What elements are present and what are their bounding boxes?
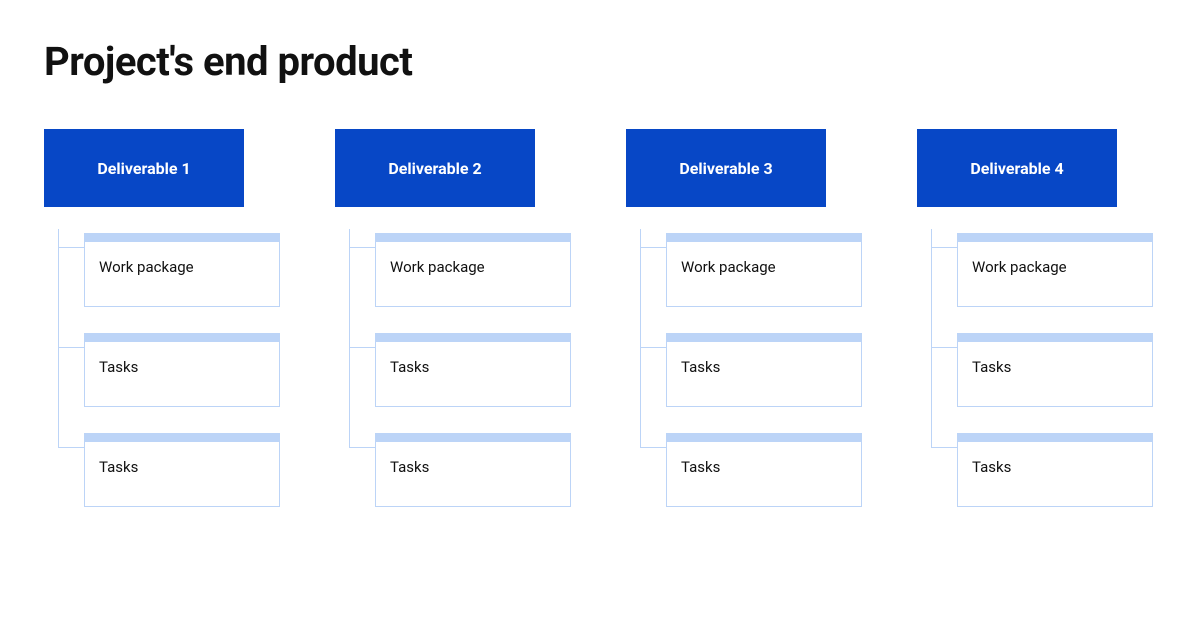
wbs-box-label: Tasks (85, 342, 279, 406)
deliverable-box: Deliverable 1 (44, 129, 244, 207)
wbs-box-bar (667, 234, 861, 242)
wbs-box-bar (376, 434, 570, 442)
wbs-box: Tasks (957, 333, 1153, 407)
tree-hconn (349, 447, 375, 448)
tree-hconn (349, 347, 375, 348)
deliverable-label: Deliverable 3 (679, 159, 772, 178)
wbs-box-bar (958, 234, 1152, 242)
deliverable-label: Deliverable 1 (97, 159, 190, 178)
wbs-node: Tasks (666, 333, 865, 407)
tree-hconn (58, 347, 84, 348)
wbs-columns: Deliverable 1 Work package Tasks (44, 129, 1156, 507)
wbs-tree: Work package Tasks Tasks (917, 233, 1156, 507)
page-title: Project's end product (44, 38, 1156, 85)
deliverable-label: Deliverable 4 (970, 159, 1063, 178)
wbs-node: Tasks (957, 333, 1156, 407)
deliverable-box: Deliverable 4 (917, 129, 1117, 207)
deliverable-box: Deliverable 3 (626, 129, 826, 207)
wbs-box: Work package (666, 233, 862, 307)
wbs-node: Tasks (84, 333, 283, 407)
wbs-column: Deliverable 4 Work package Tasks (917, 129, 1156, 507)
tree-hconn (640, 447, 666, 448)
wbs-node: Tasks (957, 433, 1156, 507)
wbs-node: Work package (666, 233, 865, 307)
wbs-box-bar (667, 334, 861, 342)
wbs-column: Deliverable 1 Work package Tasks (44, 129, 283, 507)
tree-vline (58, 229, 59, 447)
wbs-box: Work package (375, 233, 571, 307)
wbs-box-bar (958, 434, 1152, 442)
wbs-box-bar (958, 334, 1152, 342)
wbs-box: Tasks (84, 333, 280, 407)
wbs-box: Work package (84, 233, 280, 307)
wbs-box-label: Tasks (667, 342, 861, 406)
wbs-tree: Work package Tasks Tasks (335, 233, 574, 507)
wbs-box: Tasks (375, 333, 571, 407)
wbs-node: Tasks (375, 433, 574, 507)
tree-hconn (931, 347, 957, 348)
wbs-node: Work package (84, 233, 283, 307)
tree-hconn (640, 347, 666, 348)
wbs-box-bar (376, 334, 570, 342)
wbs-column: Deliverable 2 Work package Tasks (335, 129, 574, 507)
wbs-node: Tasks (84, 433, 283, 507)
deliverable-label: Deliverable 2 (388, 159, 481, 178)
wbs-column: Deliverable 3 Work package Tasks (626, 129, 865, 507)
wbs-box: Tasks (84, 433, 280, 507)
wbs-box-label: Tasks (958, 342, 1152, 406)
wbs-box: Work package (957, 233, 1153, 307)
wbs-tree: Work package Tasks Tasks (626, 233, 865, 507)
tree-vline (640, 229, 641, 447)
tree-hconn (349, 247, 375, 248)
wbs-box-label: Tasks (376, 442, 570, 506)
deliverable-box: Deliverable 2 (335, 129, 535, 207)
wbs-box-bar (85, 434, 279, 442)
wbs-box-bar (667, 434, 861, 442)
wbs-box-bar (376, 234, 570, 242)
wbs-box-label: Work package (85, 242, 279, 306)
wbs-node: Work package (957, 233, 1156, 307)
tree-hconn (58, 247, 84, 248)
wbs-box-bar (85, 234, 279, 242)
tree-vline (931, 229, 932, 447)
wbs-tree: Work package Tasks Tasks (44, 233, 283, 507)
tree-hconn (931, 247, 957, 248)
wbs-box-label: Tasks (376, 342, 570, 406)
wbs-box: Tasks (666, 433, 862, 507)
wbs-box-label: Tasks (958, 442, 1152, 506)
wbs-box: Tasks (375, 433, 571, 507)
wbs-box: Tasks (666, 333, 862, 407)
wbs-box-label: Work package (376, 242, 570, 306)
wbs-box: Tasks (957, 433, 1153, 507)
wbs-box-label: Work package (667, 242, 861, 306)
wbs-node: Work package (375, 233, 574, 307)
tree-vline (349, 229, 350, 447)
wbs-node: Tasks (375, 333, 574, 407)
wbs-box-label: Tasks (667, 442, 861, 506)
tree-hconn (58, 447, 84, 448)
wbs-box-label: Work package (958, 242, 1152, 306)
wbs-node: Tasks (666, 433, 865, 507)
wbs-box-bar (85, 334, 279, 342)
tree-hconn (640, 247, 666, 248)
wbs-box-label: Tasks (85, 442, 279, 506)
tree-hconn (931, 447, 957, 448)
